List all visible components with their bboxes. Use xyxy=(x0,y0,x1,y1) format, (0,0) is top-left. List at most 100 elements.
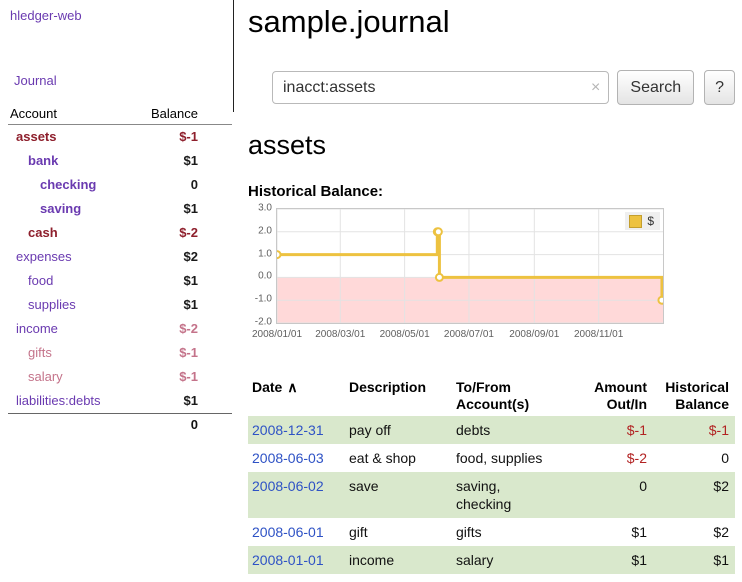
account-link[interactable]: cash xyxy=(28,225,58,240)
register-rows: 2008-12-31 pay off debts $-1 $-1 2008-06-03 ea… xyxy=(248,416,735,574)
account-row: assets $-1 xyxy=(8,125,232,150)
account-balance: $1 xyxy=(183,273,198,288)
register-col-date[interactable]: Date ∧ xyxy=(252,379,298,395)
chart-svg xyxy=(277,209,663,323)
transaction-date-link[interactable]: 2008-06-02 xyxy=(252,478,324,494)
account-link[interactable]: food xyxy=(28,273,54,288)
account-link[interactable]: income xyxy=(16,321,58,336)
transaction-accounts: saving, checking xyxy=(456,478,512,512)
account-balance: $1 xyxy=(183,393,198,408)
register-col-tofrom: To/From Account(s) xyxy=(456,379,530,412)
help-button[interactable]: ? xyxy=(704,70,735,105)
account-row: income $-2 xyxy=(8,317,232,341)
transaction-accounts: salary xyxy=(456,552,494,568)
data-point-marker xyxy=(277,250,282,260)
account-row: liabilities:debts $1 xyxy=(8,389,232,414)
x-tick-label: 2008/05/01 xyxy=(379,329,430,340)
register-col-historical: Historical Balance xyxy=(665,379,729,412)
account-link[interactable]: supplies xyxy=(28,297,76,312)
x-tick-label: 2008/03/01 xyxy=(315,329,366,340)
data-point-marker xyxy=(434,272,444,282)
app-brand-link[interactable]: hledger-web xyxy=(10,8,82,23)
y-tick-label: 3.0 xyxy=(258,202,272,214)
transaction-description: income xyxy=(349,552,395,568)
account-row: salary $-1 xyxy=(8,365,232,389)
data-point-marker xyxy=(433,227,443,237)
account-row: food $1 xyxy=(8,269,232,293)
x-tick-label: 2008/11/01 xyxy=(574,329,624,340)
account-row: checking 0 xyxy=(8,173,232,197)
sidebar: hledger-web Journal Account Balance asse… xyxy=(0,0,233,436)
y-tick-label: 2.0 xyxy=(258,225,272,237)
accounts-total-balance: 0 xyxy=(127,413,232,436)
transaction-row: 2008-12-31 pay off debts $-1 $-1 xyxy=(248,416,735,444)
account-balance: $-1 xyxy=(179,345,198,360)
register-col-description: Description xyxy=(349,379,427,395)
account-balance: $1 xyxy=(183,297,198,312)
accounts-table: Account Balance assets $-1 bank $1 checking 0… xyxy=(8,103,232,436)
plot-area: $ xyxy=(276,208,664,324)
sidebar-divider xyxy=(233,0,234,112)
transaction-row: 2008-06-02 save saving, checking 0 $2 xyxy=(248,472,735,518)
account-balance: $-2 xyxy=(179,321,198,336)
transaction-row: 2008-01-01 income salary $1 $1 xyxy=(248,546,735,574)
transaction-date-link[interactable]: 2008-12-31 xyxy=(252,422,324,438)
clear-search-icon[interactable]: × xyxy=(591,78,601,96)
x-tick-label: 2008/01/01 xyxy=(251,329,303,340)
sidebar-item-journal[interactable]: Journal xyxy=(14,73,57,88)
transaction-description: pay off xyxy=(349,422,391,438)
transaction-balance: $-1 xyxy=(708,422,729,438)
x-tick-label: 2008/09/01 xyxy=(509,329,560,340)
transaction-accounts: debts xyxy=(456,422,491,438)
register-col-amount: Amount Out/In xyxy=(594,379,647,412)
transaction-date-link[interactable]: 2008-01-01 xyxy=(252,552,324,568)
account-link[interactable]: assets xyxy=(16,129,57,144)
sort-asc-icon: ∧ xyxy=(287,379,298,395)
account-balance: $1 xyxy=(183,153,198,168)
transaction-row: 2008-06-01 gift gifts $1 $2 xyxy=(248,518,735,546)
transaction-description: eat & shop xyxy=(349,450,416,466)
y-tick-label: 1.0 xyxy=(258,248,272,260)
accounts-header-row: Account Balance xyxy=(8,103,232,125)
y-tick-label: -2.0 xyxy=(254,316,272,328)
transaction-date-link[interactable]: 2008-06-01 xyxy=(252,524,324,540)
account-row: expenses $2 xyxy=(8,245,232,269)
account-row: gifts $-1 xyxy=(8,341,232,365)
account-row: cash $-2 xyxy=(8,221,232,245)
accounts-header-balance: Balance xyxy=(127,103,232,125)
account-link[interactable]: checking xyxy=(40,177,97,192)
accounts-header-account: Account xyxy=(8,103,128,125)
account-link[interactable]: salary xyxy=(28,369,63,384)
transaction-amount: $-1 xyxy=(626,422,647,438)
x-tick-label: 2008/07/01 xyxy=(443,329,494,340)
search-input[interactable] xyxy=(272,71,610,104)
transaction-amount: $1 xyxy=(631,552,647,568)
account-link[interactable]: gifts xyxy=(28,345,52,360)
account-link[interactable]: bank xyxy=(28,153,59,168)
transaction-balance: $1 xyxy=(713,552,729,568)
transaction-accounts: food, supplies xyxy=(456,450,543,466)
account-row: bank $1 xyxy=(8,149,232,173)
account-row: supplies $1 xyxy=(8,293,232,317)
account-link[interactable]: liabilities:debts xyxy=(16,393,101,408)
transaction-balance: $2 xyxy=(713,524,729,540)
transaction-date-link[interactable]: 2008-06-03 xyxy=(252,450,324,466)
account-link[interactable]: saving xyxy=(40,201,82,216)
search-button[interactable]: Search xyxy=(617,70,695,105)
account-heading: assets xyxy=(248,130,327,160)
account-balance: $2 xyxy=(183,249,198,264)
transaction-accounts: gifts xyxy=(456,524,482,540)
chart-legend: $ xyxy=(625,212,660,230)
main-content: sample.journal × Search ? assets Histori… xyxy=(248,0,735,574)
transaction-amount: $-2 xyxy=(626,450,647,466)
transaction-amount: $1 xyxy=(631,524,647,540)
series-swatch-icon xyxy=(629,214,643,228)
transaction-description: save xyxy=(349,478,379,494)
transaction-balance: 0 xyxy=(721,450,729,466)
account-link[interactable]: expenses xyxy=(16,249,72,264)
transaction-row: 2008-06-03 eat & shop food, supplies $-2 0 xyxy=(248,444,735,472)
transaction-balance: $2 xyxy=(713,478,729,494)
y-tick-label: -1.0 xyxy=(254,293,272,305)
search-box: × xyxy=(272,71,610,104)
